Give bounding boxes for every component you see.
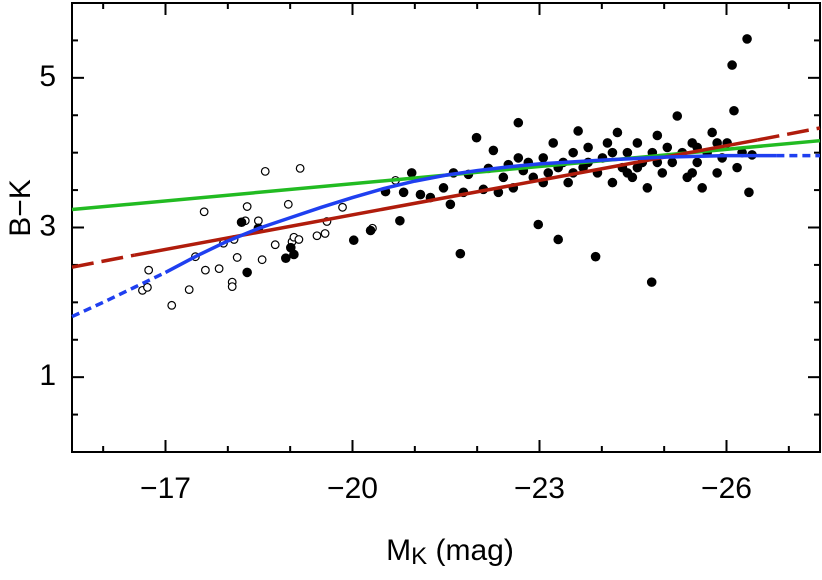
open-point — [294, 235, 304, 244]
filled-point — [744, 187, 754, 198]
filled-point — [646, 277, 657, 287]
y-tick-label: 1 — [39, 359, 56, 392]
open-point — [295, 163, 305, 173]
filled-point — [538, 153, 549, 163]
filled-point — [590, 251, 601, 262]
filled-point — [548, 138, 559, 148]
filled-point — [632, 138, 643, 148]
filled-point — [667, 157, 678, 168]
open-point — [199, 207, 209, 217]
filled-point — [553, 234, 563, 245]
filled-point — [607, 147, 618, 158]
filled-point — [398, 187, 409, 198]
filled-point — [707, 127, 717, 138]
x-label-sub: K — [411, 543, 427, 570]
filled-point — [563, 177, 573, 188]
open-point — [144, 265, 154, 275]
filled-point — [455, 248, 466, 259]
x-tick-label: −26 — [701, 472, 752, 505]
open-point — [232, 253, 242, 262]
filled-point — [438, 183, 449, 193]
filled-point — [488, 145, 499, 156]
fit-line — [71, 253, 135, 269]
open-point — [338, 202, 347, 212]
open-point — [184, 285, 194, 295]
filled-point — [471, 132, 482, 143]
y-axis-label: B−K — [4, 179, 37, 237]
fit-line — [71, 270, 167, 319]
open-point — [200, 265, 210, 275]
filled-point — [365, 225, 376, 236]
filled-point — [697, 183, 707, 193]
filled-point — [622, 147, 633, 158]
y-tick-label: 3 — [39, 209, 56, 242]
filled-point — [652, 130, 663, 141]
filled-point — [445, 199, 456, 210]
x-label-main: M — [386, 534, 411, 567]
x-tick-label: −17 — [140, 472, 191, 505]
filled-point — [543, 168, 554, 178]
open-point — [283, 199, 293, 209]
filled-point — [602, 138, 613, 148]
filled-point — [727, 60, 737, 70]
open-point — [260, 166, 270, 176]
filled-point — [692, 157, 703, 168]
filled-point — [712, 168, 722, 178]
x-axis-label: MK (mag) — [386, 534, 514, 570]
open-point — [257, 255, 267, 265]
filled-point — [289, 249, 299, 260]
filled-point — [622, 168, 633, 178]
filled-point — [513, 153, 524, 163]
filled-point — [642, 183, 653, 193]
filled-point — [729, 105, 739, 116]
filled-point — [236, 217, 247, 228]
open-point — [214, 264, 224, 274]
x-label-rest: (mag) — [427, 534, 514, 567]
y-tick-label: 5 — [39, 60, 56, 93]
plot-frame — [71, 2, 821, 453]
filled-point — [687, 168, 698, 178]
filled-point — [348, 235, 359, 246]
fit-line — [164, 153, 777, 274]
filled-point — [662, 142, 673, 153]
open-point — [143, 282, 152, 292]
filled-point — [281, 253, 291, 263]
filled-point — [672, 111, 683, 121]
filled-point — [607, 177, 618, 188]
fit-line — [757, 126, 821, 142]
filled-point — [242, 267, 252, 278]
open-point — [312, 231, 322, 241]
open-point — [253, 216, 263, 226]
filled-point — [742, 34, 752, 44]
filled-point — [657, 168, 668, 178]
filled-point — [632, 162, 643, 173]
x-tick-label: −20 — [327, 472, 378, 505]
filled-point — [513, 117, 524, 128]
filled-point — [533, 219, 544, 230]
x-tick-label: −23 — [514, 472, 565, 505]
open-point — [167, 300, 177, 310]
filled-point — [583, 142, 593, 153]
open-point — [270, 240, 280, 250]
filled-point — [573, 126, 583, 136]
filled-point — [498, 172, 509, 183]
filled-point — [732, 162, 742, 173]
filled-point — [415, 189, 426, 200]
open-point — [320, 229, 330, 238]
filled-point — [612, 127, 623, 138]
open-point — [242, 202, 252, 211]
filled-point — [406, 168, 417, 178]
filled-point — [568, 147, 578, 158]
open-point — [227, 282, 237, 292]
filled-point — [395, 215, 405, 226]
